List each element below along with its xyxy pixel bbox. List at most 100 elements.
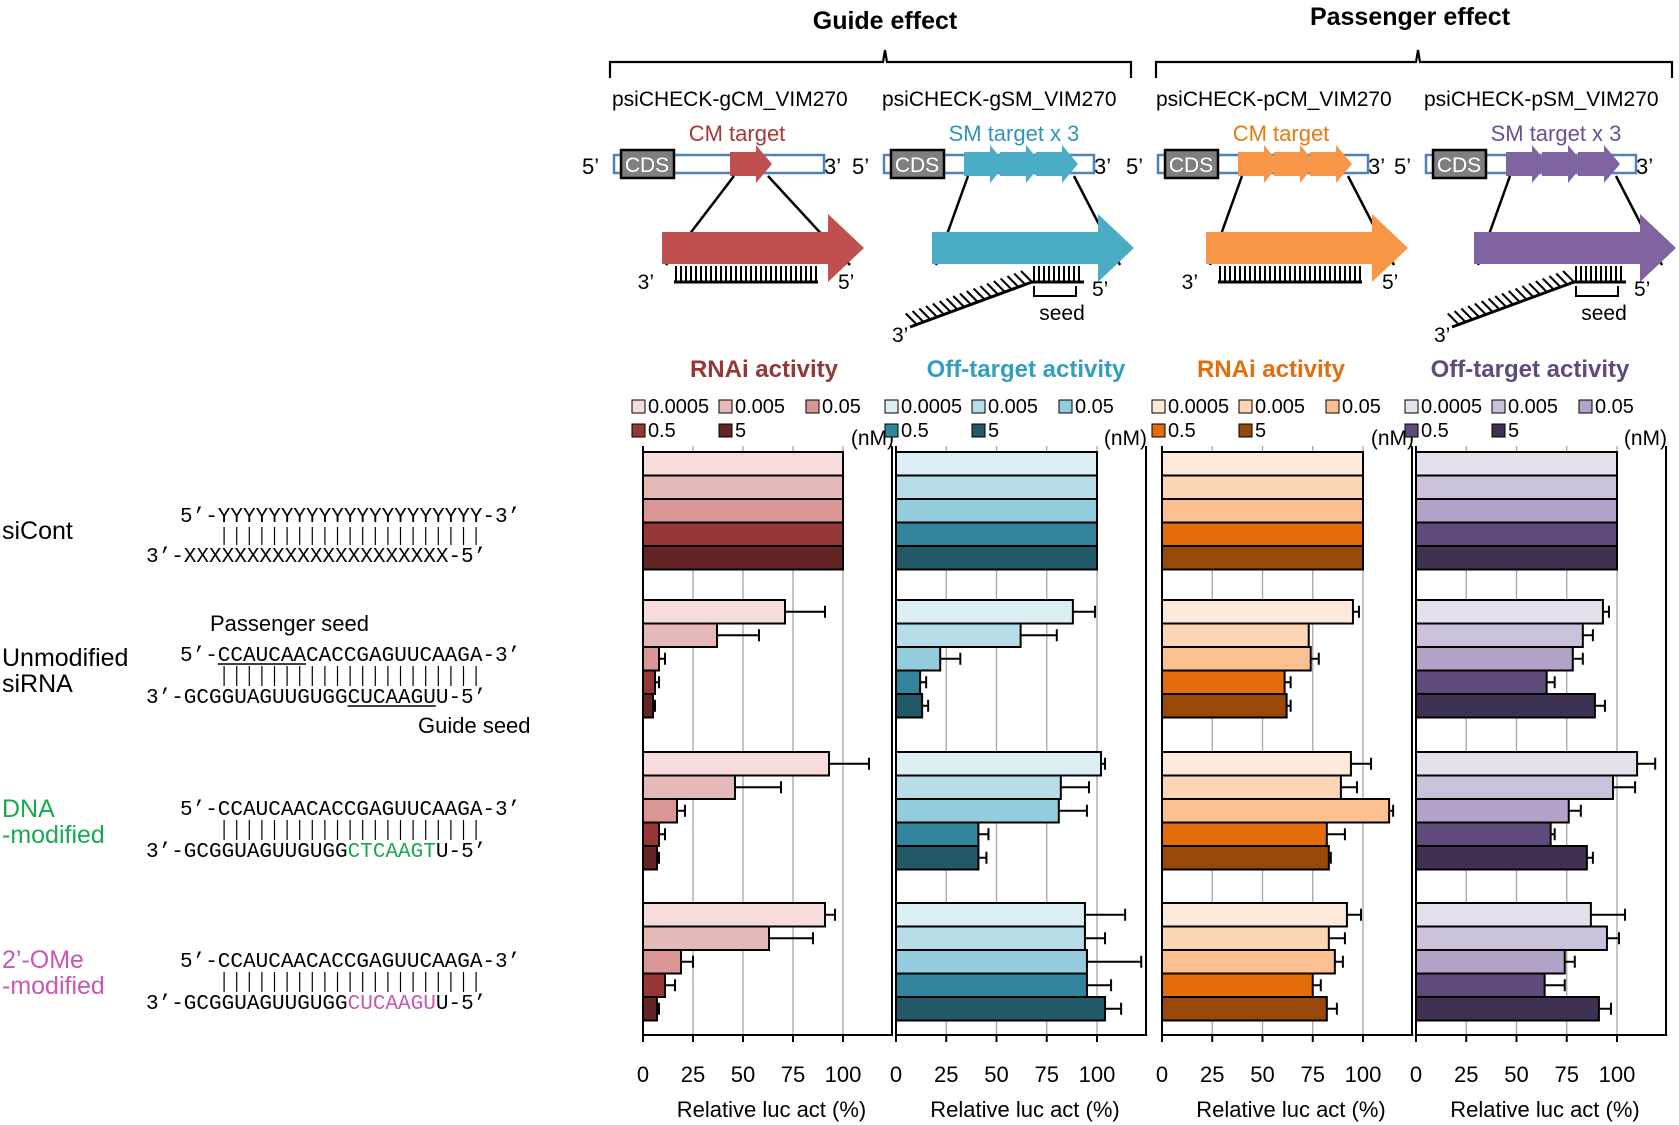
bar xyxy=(1161,996,1328,1022)
x-tick-label: 0 xyxy=(890,1062,902,1087)
legend-unit: (nM) xyxy=(1104,427,1147,450)
legend-unit: (nM) xyxy=(1624,427,1667,450)
legend-label: 5 xyxy=(988,420,999,442)
base-tick xyxy=(1020,270,1033,283)
bar xyxy=(895,798,1060,824)
cds-label: CDS xyxy=(1437,154,1481,177)
target-arrow xyxy=(1000,145,1042,183)
sense-strand: 5’-CCAUCAACACCGAGUUCAAGA-3’ xyxy=(180,799,520,822)
legend-swatch xyxy=(1325,399,1340,414)
bar-group xyxy=(1415,902,1627,1022)
bar xyxy=(1161,646,1312,672)
bar xyxy=(1415,693,1596,719)
base-tick xyxy=(905,312,918,326)
bar xyxy=(895,949,1088,975)
chart-2: Off-target activity 0.0005 0.005 0.05 0.5 5 (n… xyxy=(884,356,1148,1122)
base-tick xyxy=(979,285,993,298)
target-arrow-large xyxy=(1206,214,1408,282)
bar xyxy=(1415,599,1604,625)
bar xyxy=(642,498,844,524)
x-tick-label: 0 xyxy=(1156,1062,1168,1087)
cds-label: CDS xyxy=(895,154,939,177)
antisense-strand: 3’-GCGGUAGUUGUGGCUCAAGUU-5’ xyxy=(146,993,486,1016)
strand-five-prime: 5’ xyxy=(1382,271,1398,294)
bar-group xyxy=(1161,751,1395,871)
legend-label: 5 xyxy=(735,420,746,442)
guide-effect-bracket xyxy=(608,49,1133,78)
bar xyxy=(1415,622,1584,648)
bar xyxy=(895,451,1098,477)
base-tick xyxy=(986,282,999,296)
x-tick-label: 50 xyxy=(731,1062,755,1087)
x-tick-label: 75 xyxy=(1301,1062,1325,1087)
seed-label: seed xyxy=(1581,302,1627,325)
bar xyxy=(1415,949,1566,975)
target-label: SM target x 3 xyxy=(1491,121,1622,146)
target-arrow xyxy=(730,145,772,183)
x-tick-label: 100 xyxy=(1079,1062,1116,1087)
passenger-effect-heading: Passenger effect xyxy=(1310,3,1511,31)
sense-strand: 5’-CCAUCAACACCGAGUUCAAGA-3’ xyxy=(180,951,520,974)
antisense-strand: 3’-GCGGUAGUUGUGGCTCAAGTU-5’ xyxy=(146,841,486,864)
bar-group xyxy=(895,902,1143,1022)
bar xyxy=(1161,798,1391,824)
target-arrow xyxy=(1274,145,1316,183)
base-tick xyxy=(999,277,1013,291)
construct-diagrams: psiCHECK-gCM_VIM270 CM target 5’ 3’ CDS 3’ 5’ p… xyxy=(582,88,1676,347)
bar xyxy=(895,845,980,871)
base-tick xyxy=(959,292,972,306)
bar xyxy=(1161,774,1342,800)
target-label: CM target xyxy=(1233,121,1330,146)
bar xyxy=(895,693,924,719)
legend-label: 0.005 xyxy=(1255,396,1305,418)
legend-label: 0.05 xyxy=(1595,396,1634,418)
bar xyxy=(1415,521,1618,547)
antisense-modified: CTCAAGT xyxy=(348,841,436,864)
target-arrow xyxy=(1506,145,1548,183)
construct-name: psiCHECK-gCM_VIM270 xyxy=(612,88,848,111)
strand-three-prime: 3’ xyxy=(892,324,908,347)
bar xyxy=(1161,498,1364,524)
bar xyxy=(1161,949,1336,975)
legend-unit: (nM) xyxy=(1371,427,1414,450)
x-tick-label: 25 xyxy=(681,1062,705,1087)
base-tick xyxy=(1013,272,1026,286)
antisense-end: U-5’ xyxy=(436,993,486,1016)
construct-name: psiCHECK-pSM_VIM270 xyxy=(1424,88,1659,111)
bar xyxy=(1161,545,1364,571)
bar xyxy=(1415,925,1608,951)
bar xyxy=(1415,774,1614,800)
legend-label: 5 xyxy=(1508,420,1519,442)
target-arrow xyxy=(1238,145,1280,183)
bar xyxy=(642,845,658,871)
construct-name: psiCHECK-pCM_VIM270 xyxy=(1156,88,1392,111)
bar xyxy=(895,669,922,695)
base-tick xyxy=(952,295,965,308)
five-prime-label: 5’ xyxy=(582,154,599,179)
legend-swatch xyxy=(1578,399,1593,414)
construct-2: psiCHECK-gSM_VIM270 SM target x 3 5’ 3’ CDS s… xyxy=(852,88,1134,347)
strand-three-prime: 3’ xyxy=(638,271,654,294)
bar xyxy=(895,646,942,672)
target-arrow-large xyxy=(932,214,1134,282)
bar-group xyxy=(1161,451,1364,571)
strand-five-prime: 5’ xyxy=(1634,278,1650,301)
base-tick xyxy=(925,305,938,318)
bar xyxy=(1415,451,1618,477)
legend-swatch xyxy=(718,423,733,438)
construct-3: psiCHECK-pCM_VIM270 CM target 5’ 3’ CDS 3’ 5’ xyxy=(1126,88,1408,294)
x-tick-label: 50 xyxy=(1250,1062,1274,1087)
bar xyxy=(642,751,830,777)
x-tick-label: 75 xyxy=(781,1062,805,1087)
base-tick xyxy=(1474,302,1487,316)
bar xyxy=(1161,451,1364,477)
base-tick xyxy=(1541,277,1555,291)
x-tick-label: 100 xyxy=(1345,1062,1382,1087)
bar xyxy=(1161,821,1328,847)
bar xyxy=(895,996,1107,1022)
legend-swatch xyxy=(1238,399,1253,414)
bar xyxy=(1415,996,1600,1022)
bar xyxy=(642,451,844,477)
construct-name: psiCHECK-gSM_VIM270 xyxy=(882,88,1117,111)
bar xyxy=(1161,599,1354,625)
